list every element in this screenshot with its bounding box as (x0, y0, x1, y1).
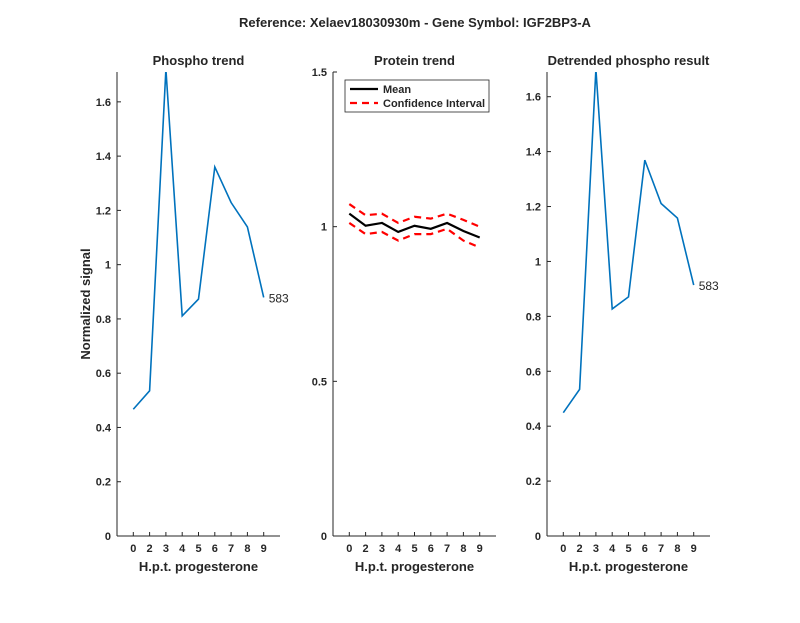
series-line-confidence-interval-lower (348, 222, 481, 249)
x-tick-label: 3 (379, 543, 385, 555)
legend-box (344, 79, 490, 113)
panel-title: Protein trend (374, 53, 455, 68)
y-tick-label: 0.6 (96, 368, 111, 380)
y-tick-label: 1 (535, 256, 541, 268)
x-tick-label: 5 (195, 543, 201, 555)
y-tick-label: 0.5 (312, 376, 327, 388)
y-tick-label: 0 (535, 531, 541, 543)
y-tick-label: 0 (321, 531, 327, 543)
x-tick-label: 6 (428, 543, 434, 555)
x-tick-label: 6 (642, 543, 648, 555)
series-annotation: 583 (269, 291, 289, 305)
y-tick-label: 0.2 (96, 477, 111, 489)
y-tick-label: 0.8 (96, 314, 111, 326)
series-line-confidence-interval (348, 203, 481, 228)
legend-label: Confidence Interval (383, 98, 485, 110)
x-tick-label: 8 (674, 543, 680, 555)
y-tick-label: 1 (321, 222, 327, 234)
x-tick-label: 2 (577, 543, 583, 555)
x-tick-label: 3 (163, 543, 169, 555)
legend-label: Mean (383, 84, 411, 96)
x-axis-label: H.p.t. progesterone (569, 559, 688, 574)
x-tick-label: 8 (244, 543, 250, 555)
y-axis-label: Normalized signal (78, 248, 93, 359)
y-tick-label: 0.4 (526, 421, 542, 433)
x-tick-label: 7 (658, 543, 664, 555)
series-annotation: 583 (699, 279, 719, 293)
x-tick-label: 9 (261, 543, 267, 555)
x-axis-label: H.p.t. progesterone (355, 559, 474, 574)
series-line-mean (348, 212, 481, 239)
x-axis-label: H.p.t. progesterone (139, 559, 258, 574)
x-tick-label: 0 (560, 543, 566, 555)
panel-title: Phospho trend (153, 53, 245, 68)
y-tick-label: 1.6 (526, 92, 541, 104)
x-tick-label: 6 (212, 543, 218, 555)
x-tick-label: 9 (477, 543, 483, 555)
x-tick-label: 7 (444, 543, 450, 555)
x-tick-label: 8 (460, 543, 466, 555)
x-tick-label: 7 (228, 543, 234, 555)
y-tick-label: 1.4 (96, 151, 112, 163)
y-tick-label: 0.4 (96, 422, 112, 434)
y-tick-label: 1.2 (96, 205, 111, 217)
x-tick-label: 0 (130, 543, 136, 555)
x-tick-label: 2 (147, 543, 153, 555)
x-tick-label: 0 (346, 543, 352, 555)
x-tick-label: 4 (395, 543, 402, 555)
x-tick-label: 9 (691, 543, 697, 555)
figure-title: Reference: Xelaev18030930m - Gene Symbol… (239, 15, 591, 30)
x-tick-label: 5 (625, 543, 631, 555)
y-tick-label: 0.8 (526, 311, 541, 323)
x-tick-label: 5 (411, 543, 417, 555)
y-tick-label: 1.5 (312, 67, 327, 79)
x-tick-label: 4 (609, 543, 616, 555)
y-tick-label: 1.4 (526, 147, 542, 159)
y-tick-label: 1.6 (96, 97, 111, 109)
y-tick-label: 0 (105, 531, 111, 543)
x-tick-label: 4 (179, 543, 186, 555)
y-tick-label: 1 (105, 260, 111, 272)
panel-3: Detrended phospho result 0 0.2 0.4 0.6 0.8 1 1.… (526, 53, 719, 574)
y-tick-label: 1.2 (526, 202, 541, 214)
panel-title: Detrended phospho result (548, 53, 710, 68)
legend: Mean Confidence Interval (344, 79, 490, 113)
series-line-583 (562, 72, 695, 414)
x-tick-label: 3 (593, 543, 599, 555)
y-tick-label: 0.6 (526, 366, 541, 378)
x-tick-label: 2 (363, 543, 369, 555)
y-tick-label: 0.2 (526, 476, 541, 488)
series-line-583 (132, 72, 265, 410)
